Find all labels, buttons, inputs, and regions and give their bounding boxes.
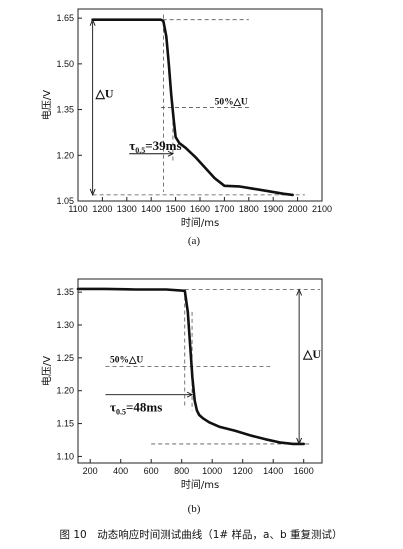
chart-b-guides (105, 288, 320, 446)
chart-a-x-tick-label: 1400 (141, 204, 161, 214)
chart-b-tau-symbol: τ (110, 400, 116, 415)
chart-a-x-tick-label: 1900 (263, 204, 283, 214)
chart-b-x-tick-label: 400 (113, 466, 128, 476)
chart-b-delta-u-label: △U (302, 347, 321, 361)
chart-a-panel-label: (a) (188, 235, 201, 247)
figure-caption: 图 10 动态响应时间测试曲线（1# 样品，a、b 重复测试） (60, 528, 343, 541)
chart-b-delta-u-arrow-head-top (296, 288, 303, 296)
chart-a-x-tick-label: 2100 (312, 204, 332, 214)
chart-a-y-tick-label: 1.65 (56, 13, 74, 23)
chart-b-x-tick-label: 1000 (202, 466, 222, 476)
chart-a-tau-arrow-head (167, 150, 174, 157)
chart-a-y-tick-label: 1.05 (56, 196, 74, 206)
chart-a-x-tick-label: 1200 (92, 204, 112, 214)
chart-a-tau-value: =39ms (145, 138, 181, 153)
chart-a-x-tick-label: 1600 (190, 204, 210, 214)
chart-a-delta-u-label: △U (95, 86, 114, 100)
chart-a-y-axis-label: 电压/V (40, 90, 53, 120)
chart-b-x-tick-label: 800 (174, 466, 189, 476)
chart-a-tau-symbol: τ (129, 138, 135, 153)
chart-a-guides (89, 14, 305, 197)
chart-b-ticks: 200 400 600 800 1000 1200 1400 1600 1.10 1.15 1.20… (56, 287, 313, 476)
chart-b-y-tick-label: 1.25 (56, 353, 74, 363)
chart-a-x-tick-label: 1700 (214, 204, 234, 214)
chart-b-y-tick-label: 1.20 (56, 386, 74, 396)
chart-a-x-tick-label: 1100 (68, 204, 87, 214)
chart-b-x-tick-label: 1600 (294, 466, 314, 476)
chart-b-x-tick-label: 1200 (233, 466, 253, 476)
chart-a-y-tick-label: 1.20 (56, 150, 74, 160)
chart-a-x-tick-label: 1800 (239, 204, 259, 214)
chart-b-half-delta-u-label: 50%△U (110, 355, 143, 365)
chart-a-x-axis-label: 时间/ms (181, 216, 219, 229)
chart-panel-a: 1100 1200 1300 1400 1500 1600 1700 1800 1900 2000… (40, 8, 332, 247)
chart-b-x-tick-label: 600 (144, 466, 159, 476)
chart-a-delta-u-arrow-head-bottom (89, 188, 96, 197)
chart-b-tau-value: =48ms (126, 400, 162, 415)
chart-b-tau-subscript: 0.5 (116, 408, 126, 417)
chart-b-y-tick-label: 1.35 (56, 287, 74, 297)
chart-b-panel-label: (b) (188, 503, 201, 515)
chart-a-half-delta-u-label: 50%△U (215, 97, 248, 107)
chart-b-y-axis-label: 电压/V (40, 356, 53, 386)
chart-a-x-tick-label: 2000 (288, 204, 308, 214)
chart-b-voltage-curve (76, 287, 305, 446)
chart-a-tau-subscript: 0.5 (135, 146, 145, 155)
chart-a-voltage-curve (91, 18, 294, 197)
chart-b-y-tick-label: 1.10 (56, 451, 74, 461)
chart-a-plot-frame (77, 8, 323, 202)
chart-b-plot-frame (77, 278, 323, 464)
chart-b-tau-label: τ0.5=48ms (110, 400, 162, 417)
chart-b-x-axis-label: 时间/ms (181, 478, 219, 491)
chart-b-x-tick-label: 200 (83, 466, 98, 476)
chart-a-tau-label: τ0.5=39ms (129, 138, 181, 155)
chart-b-tau-arrow-head (186, 391, 194, 398)
chart-a-ticks: 1100 1200 1300 1400 1500 1600 1700 1800 1900 2000… (56, 13, 332, 214)
chart-a-y-tick-label: 1.35 (56, 105, 74, 115)
chart-a-y-tick-label: 1.50 (56, 59, 74, 69)
chart-a-x-tick-label: 1300 (117, 204, 137, 214)
chart-panel-b: 200 400 600 800 1000 1200 1400 1600 1.10 1.15 1.20… (40, 278, 323, 515)
chart-b-y-tick-label: 1.15 (56, 419, 74, 429)
chart-b-x-tick-label: 1400 (263, 466, 283, 476)
chart-a-x-tick-label: 1500 (166, 204, 186, 214)
chart-b-y-tick-label: 1.30 (56, 320, 74, 330)
